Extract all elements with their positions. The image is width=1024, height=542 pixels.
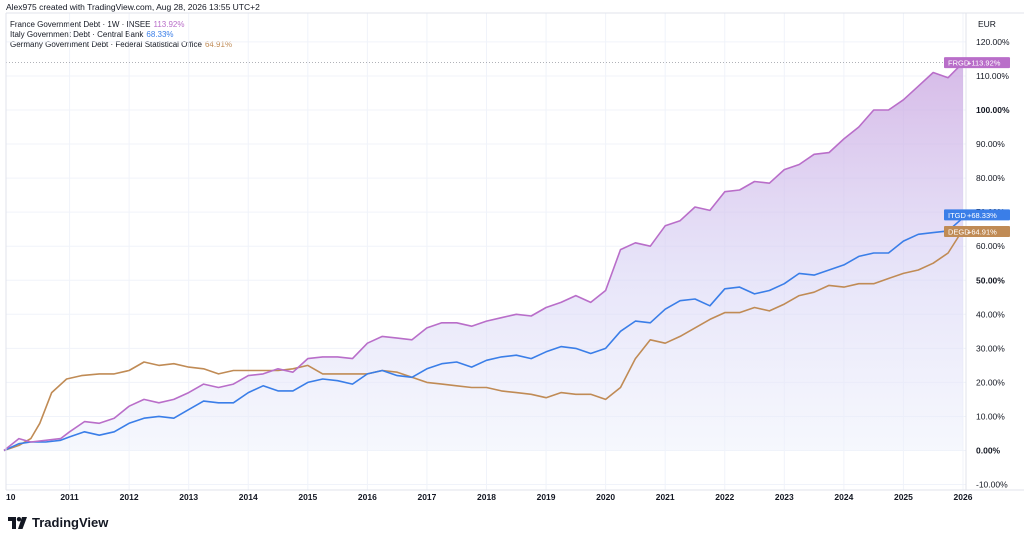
y-tick-label: 60.00% bbox=[976, 241, 1005, 251]
y-tick-label: 90.00% bbox=[976, 139, 1005, 149]
series-line-frgd bbox=[3, 62, 964, 452]
x-tick-label: 2023 bbox=[775, 492, 794, 502]
tradingview-logo-icon bbox=[8, 516, 27, 529]
axes: EUR bbox=[5, 12, 1024, 491]
series-line-degd bbox=[3, 229, 964, 452]
legend-label-france: France Government Debt · 1W · INSEE bbox=[10, 20, 151, 29]
chart-legend: France Government Debt · 1W · INSEE 113.9… bbox=[10, 20, 232, 50]
y-tick-label: 110.00% bbox=[976, 71, 1009, 81]
value-tag-name: DEGD bbox=[948, 227, 970, 236]
value-tag-frgd: FRGD+113.92% bbox=[944, 57, 1010, 69]
last-value-tags: FRGD+113.92% ITGD +68.33% DEGD+64.91% bbox=[944, 57, 1010, 237]
y-tick-label: 40.00% bbox=[976, 309, 1005, 319]
tradingview-logo[interactable]: TradingView bbox=[8, 515, 108, 530]
value-tag-bg bbox=[944, 57, 1010, 69]
x-tick-label: 2013 bbox=[179, 492, 198, 502]
legend-label-germany: Germany Government Debt · Federal Statis… bbox=[10, 40, 202, 49]
value-tag-itgd: ITGD +68.33% bbox=[944, 209, 1010, 221]
x-tick-label: 2014 bbox=[239, 492, 258, 502]
legend-item-germany[interactable]: Germany Government Debt · Federal Statis… bbox=[10, 40, 232, 50]
legend-label-italy: Italy Government Debt · Central Bank bbox=[10, 30, 144, 39]
value-tag-name: FRGD bbox=[948, 59, 970, 68]
legend-value-germany: 64.91% bbox=[204, 40, 233, 49]
series-line-itgd bbox=[3, 217, 964, 452]
value-tag-value: +113.92% bbox=[967, 59, 1001, 68]
y-tick-label: 30.00% bbox=[976, 343, 1005, 353]
y-tick-label: 120.00% bbox=[976, 37, 1010, 47]
x-tick-label: 2012 bbox=[120, 492, 139, 502]
value-tag-value: +64.91% bbox=[967, 227, 997, 236]
attribution-header: Alex975 created with TradingView.com, Au… bbox=[6, 2, 260, 12]
y-tick-label: 0.00% bbox=[976, 446, 1001, 456]
x-tick-label: 2017 bbox=[417, 492, 436, 502]
y-tick-label: 80.00% bbox=[976, 173, 1005, 183]
legend-item-france[interactable]: France Government Debt · 1W · INSEE 113.9… bbox=[10, 20, 232, 30]
x-tick-label: 2019 bbox=[537, 492, 556, 502]
y-tick-label: 10.00% bbox=[976, 411, 1005, 421]
legend-value-france: 113.92% bbox=[153, 20, 185, 29]
x-tick-label: 2025 bbox=[894, 492, 913, 502]
x-tick-label: 2011 bbox=[60, 492, 79, 502]
x-tick-label: 2020 bbox=[596, 492, 615, 502]
x-tick-label: 10 bbox=[6, 492, 16, 502]
x-tick-label: 2021 bbox=[656, 492, 675, 502]
x-tick-label: 2015 bbox=[298, 492, 317, 502]
x-tick-label: 2026 bbox=[954, 492, 973, 502]
x-tick-label: 2018 bbox=[477, 492, 496, 502]
x-axis-ticks: 10 2011 2012 2013 2014 2015 2016 2017 2018 2019 20… bbox=[6, 492, 973, 502]
legend-item-italy[interactable]: Italy Government Debt · Central Bank 68.3… bbox=[10, 30, 232, 40]
value-tag-value: +68.33% bbox=[967, 211, 997, 220]
y-tick-label: 100.00% bbox=[976, 105, 1010, 115]
legend-value-italy: 68.33% bbox=[146, 30, 174, 39]
france-area-fill bbox=[4, 62, 963, 451]
y-tick-label: 50.00% bbox=[976, 275, 1005, 285]
value-tag-bg bbox=[944, 225, 1010, 237]
y-tick-label: -10.00% bbox=[976, 480, 1008, 490]
tradingview-logo-text: TradingView bbox=[32, 515, 109, 530]
value-tag-degd: DEGD+64.91% bbox=[944, 225, 1010, 237]
x-tick-label: 2016 bbox=[358, 492, 377, 502]
area-fill bbox=[4, 62, 963, 451]
currency-label: EUR bbox=[978, 19, 996, 29]
value-tag-bg bbox=[944, 209, 1010, 221]
x-tick-label: 2024 bbox=[834, 492, 853, 502]
x-tick-label: 2022 bbox=[715, 492, 734, 502]
series-lines bbox=[3, 62, 964, 452]
value-tag-name: ITGD bbox=[948, 211, 966, 220]
y-tick-label: 20.00% bbox=[976, 377, 1005, 387]
